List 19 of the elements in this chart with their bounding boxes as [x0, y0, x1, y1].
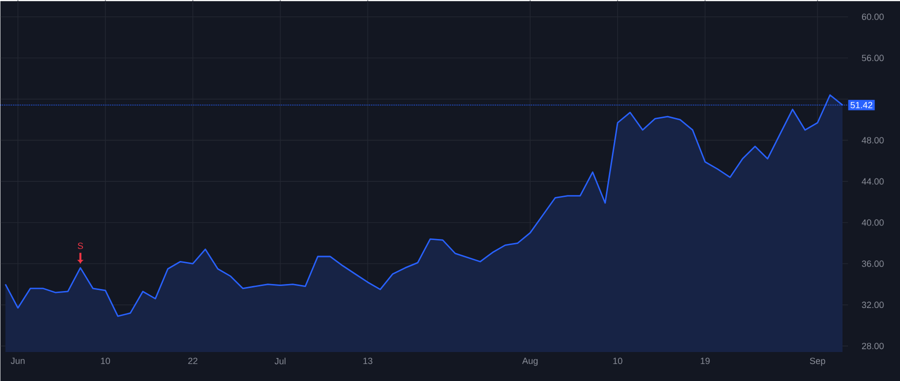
x-tick-label: Jun — [10, 358, 25, 364]
y-tick-label: 40.00 — [862, 219, 884, 226]
x-tick-label: 19 — [700, 358, 710, 364]
y-tick-label: 56.00 — [862, 54, 884, 62]
x-tick-label: Sep — [810, 358, 826, 366]
y-tick-label: 36.00 — [862, 260, 884, 267]
x-tick-label: Aug — [522, 358, 538, 366]
ref-line-label: 51.42 — [850, 102, 872, 108]
y-tick-label: 28.00 — [862, 342, 884, 350]
x-tick-label: 13 — [363, 358, 372, 364]
annotation: S — [78, 242, 83, 250]
y-tick-label: 32.00 — [862, 302, 884, 308]
y-tick-label: 48.00 — [862, 137, 884, 144]
x-tick-label: 10 — [613, 358, 622, 364]
x-tick-label: 10 — [101, 358, 110, 364]
y-tick-label: 60.00 — [862, 14, 884, 20]
x-tick-label: Jul — [274, 358, 286, 364]
x-tick-label: 22 — [188, 358, 198, 364]
y-tick-label: 44.00 — [862, 178, 884, 185]
